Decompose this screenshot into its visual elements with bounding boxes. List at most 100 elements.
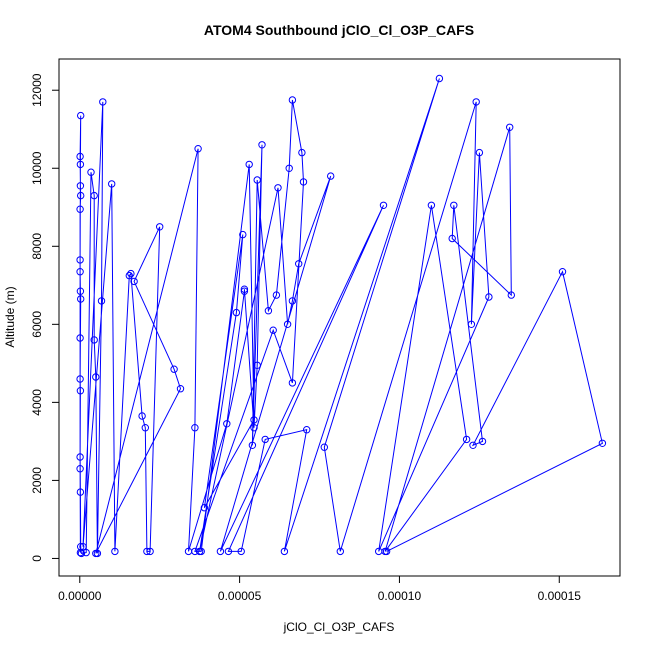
data-point [111, 547, 119, 556]
data-point [82, 548, 90, 557]
data-point [379, 201, 388, 210]
data-point [79, 543, 87, 551]
data-point [224, 547, 233, 556]
data-point [274, 184, 282, 192]
data-point [170, 365, 178, 373]
series-line [79, 78, 603, 554]
data-point [250, 416, 258, 424]
chart-title: ATOM4 Southbound jClO_Cl_O3P_CAFS [204, 22, 474, 38]
data-point [232, 308, 241, 317]
x-tick-label: 0.00000 [58, 589, 102, 603]
data-point [223, 420, 231, 428]
data-point [194, 145, 202, 153]
data-point [76, 287, 85, 295]
data-point [191, 424, 199, 432]
x-tick-label: 0.00010 [378, 589, 422, 603]
data-point [450, 201, 458, 210]
x-axis-label: jClO_Cl_O3P_CAFS [283, 620, 395, 634]
data-point [76, 205, 84, 213]
x-axis: 0.00000 0.00005 0.00010 0.00015 [58, 576, 581, 603]
data-point [472, 98, 480, 106]
data-point [435, 74, 444, 83]
data-point [108, 180, 116, 188]
data-point [327, 172, 335, 180]
data-point [285, 164, 293, 173]
data-point [272, 291, 281, 299]
data-point [299, 178, 308, 186]
data-point [253, 176, 261, 184]
data-point [320, 443, 328, 451]
data-point [76, 465, 84, 473]
data-point [97, 297, 106, 305]
data-point [76, 375, 84, 383]
data-point [216, 547, 225, 556]
data-point [156, 223, 164, 231]
y-tick-label: 4000 [30, 389, 44, 416]
y-tick-label: 6000 [30, 311, 44, 338]
data-point [125, 271, 134, 280]
data-point [146, 547, 154, 556]
data-point [250, 424, 258, 432]
data-point [261, 435, 269, 444]
series-layer [76, 74, 607, 558]
data-point [76, 256, 84, 264]
data-point [76, 453, 84, 461]
data-point [448, 234, 456, 243]
data-point [76, 160, 85, 169]
y-axis-label: Altitude (m) [3, 286, 17, 347]
data-point [240, 287, 249, 295]
data-point [77, 549, 86, 558]
data-point [245, 160, 253, 169]
data-point [475, 148, 484, 157]
y-axis: 0 2000 4000 6000 8000 10000 12000 [30, 73, 59, 562]
data-point [303, 426, 311, 434]
data-point [467, 320, 476, 328]
data-point [240, 285, 249, 293]
y-tick-label: 10000 [30, 151, 44, 185]
data-point [90, 191, 98, 200]
data-point [288, 379, 297, 387]
data-point [462, 435, 471, 444]
data-point [76, 152, 84, 161]
data-point [598, 439, 607, 447]
data-point [427, 201, 436, 210]
data-point [77, 191, 85, 200]
data-point [478, 437, 487, 446]
data-point [176, 385, 185, 393]
data-point [92, 549, 100, 558]
data-point [507, 291, 515, 299]
data-point [469, 441, 477, 449]
data-point [382, 547, 391, 556]
data-point [269, 326, 277, 334]
data-point [77, 111, 85, 120]
data-point [138, 412, 146, 420]
y-tick-label: 12000 [30, 73, 44, 107]
data-point [76, 488, 85, 496]
data-point [195, 547, 204, 556]
data-point [239, 230, 247, 239]
y-tick-label: 2000 [30, 467, 44, 494]
data-point [288, 297, 297, 305]
x-tick-label: 0.00015 [538, 589, 582, 603]
data-point [283, 320, 292, 328]
data-point [280, 547, 289, 556]
data-point [258, 141, 266, 149]
data-point [77, 295, 85, 303]
data-point [248, 441, 257, 449]
data-point [237, 547, 245, 556]
data-point [336, 547, 344, 556]
data-point [130, 277, 138, 286]
data-point [485, 293, 493, 301]
data-point [143, 547, 151, 556]
data-point [200, 504, 209, 512]
data-point [558, 268, 567, 276]
data-point [506, 123, 514, 132]
data-point [76, 268, 84, 276]
data-point [99, 98, 107, 106]
data-point [76, 334, 84, 342]
data-point [264, 307, 273, 315]
data-point [87, 168, 95, 176]
data-point [298, 148, 306, 157]
plot-frame [58, 58, 621, 577]
